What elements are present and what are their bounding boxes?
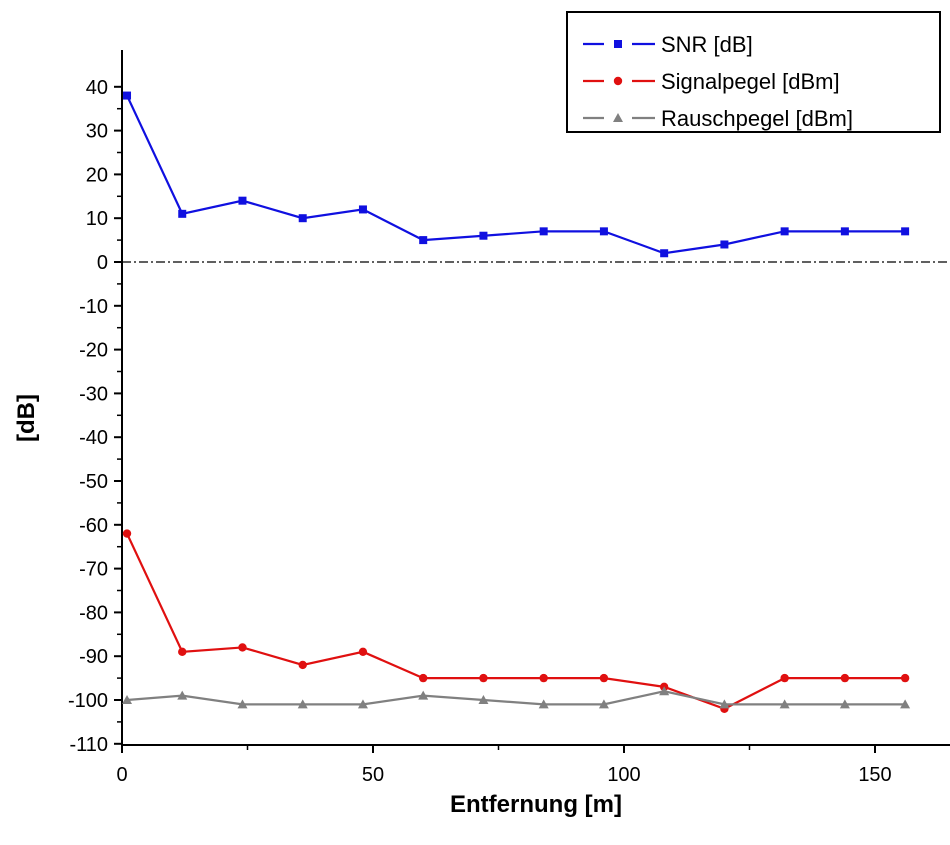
y-tick-label: -50	[79, 471, 108, 493]
signalpegel-legend-marker	[613, 76, 623, 86]
snr-point	[123, 91, 132, 100]
signalpegel-point	[419, 673, 428, 683]
y-tick-label: -100	[68, 690, 108, 712]
y-tick-label: -10	[79, 296, 108, 318]
snr-point	[599, 227, 608, 236]
rauschpegel-point	[357, 699, 368, 709]
signalpegel-line	[126, 533, 906, 710]
y-tick-label: -30	[79, 383, 108, 405]
signalpegel-point	[900, 673, 910, 683]
y-tick-label: -70	[79, 559, 108, 581]
y-tick-label: -40	[79, 427, 108, 449]
y-tick-label: 10	[86, 208, 108, 230]
signalpegel-point	[840, 673, 850, 683]
signalpegel-point	[298, 660, 307, 670]
snr-legend-marker	[614, 40, 622, 48]
y-axis-title: [dB]	[13, 394, 40, 442]
rauschpegel-point	[122, 695, 133, 704]
y-tick-label: -90	[79, 646, 108, 668]
signalpegel-point	[178, 647, 187, 657]
signalpegel-point	[599, 673, 609, 683]
x-tick-label: 0	[116, 764, 127, 786]
snr-point	[358, 205, 367, 214]
axes	[121, 50, 950, 746]
signalpegel-point	[122, 529, 132, 538]
rauschpegel-point	[297, 699, 308, 709]
rauschpegel-point	[719, 699, 730, 709]
snr-point	[479, 231, 488, 240]
rauschpegel-point	[659, 686, 670, 696]
snr-point	[840, 227, 849, 236]
rauschpegel-legend-label: Rauschpegel [dBm]	[661, 106, 853, 131]
signalpegel-legend-label: Signalpegel [dBm]	[661, 69, 840, 94]
y-tick-label: 40	[86, 77, 108, 99]
x-tick-label: 100	[607, 764, 640, 786]
snr-point	[238, 196, 247, 205]
legend-box	[566, 11, 941, 133]
x-tick-label: 50	[362, 764, 384, 786]
rauschpegel-point	[839, 699, 850, 709]
snr-point	[720, 240, 729, 249]
rauschpegel-point	[538, 699, 549, 709]
rauschpegel-point	[177, 690, 188, 700]
snr-point	[419, 236, 428, 245]
series	[122, 91, 911, 713]
rauschpegel-point	[598, 699, 609, 709]
rauschpegel-line	[126, 690, 906, 706]
legend: SNR [dB] Signalpegel [dBm] Rauschpegel [dB…	[566, 11, 941, 133]
y-tick-label: -20	[79, 340, 108, 362]
snr-point	[901, 227, 910, 236]
signalpegel-point	[479, 673, 488, 683]
y-tick-label: 0	[97, 252, 108, 274]
y-tick-label: 30	[86, 121, 108, 143]
rauschpegel-point	[900, 699, 911, 709]
signalpegel-point	[238, 643, 247, 652]
signalpegel-point	[780, 673, 789, 683]
rauschpegel-point	[478, 695, 489, 704]
y-tick-label: -80	[79, 602, 108, 624]
snr-point	[780, 227, 789, 236]
rauschpegel-point	[779, 699, 790, 709]
signalpegel-point	[539, 673, 548, 683]
snr-point	[178, 209, 187, 218]
snr-legend-label: SNR [dB]	[661, 32, 753, 57]
y-tick-label: -110	[69, 734, 108, 756]
y-tick-label: -60	[79, 515, 108, 537]
rauschpegel-point	[418, 690, 429, 700]
signalpegel-point	[358, 647, 368, 657]
snr-point	[539, 227, 548, 236]
snr-line	[126, 95, 906, 255]
rauschpegel-point	[237, 699, 248, 709]
x-axis-title: Entfernung [m]	[450, 791, 622, 818]
ticks: 403020100-10-20-30-40-50-60-70-80-90-100…	[68, 77, 892, 786]
x-tick-label: 150	[858, 764, 891, 786]
snr-point	[660, 249, 669, 258]
rauschpegel-legend-marker	[613, 113, 623, 122]
snr-point	[298, 214, 307, 223]
y-tick-label: 20	[86, 164, 108, 186]
